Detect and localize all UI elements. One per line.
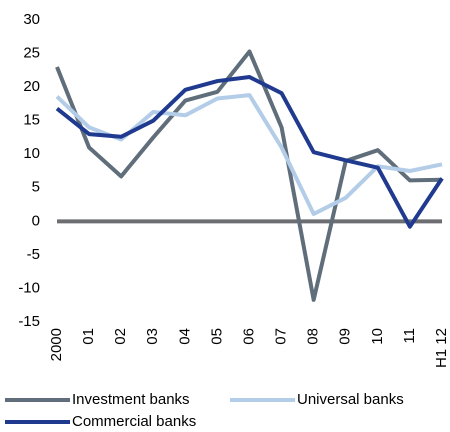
- legend-label: Commercial banks: [72, 413, 196, 430]
- y-tick-label: 5: [32, 179, 40, 196]
- x-tick-label: 09: [337, 328, 354, 345]
- x-tick-label: 01: [80, 328, 97, 345]
- legend-label: Universal banks: [297, 391, 404, 408]
- y-tick-label: -5: [27, 246, 40, 263]
- x-tick-label: 02: [112, 328, 129, 345]
- x-tick-label: 10: [369, 328, 386, 345]
- x-tick-label: 06: [240, 328, 257, 345]
- y-tick-label: -15: [18, 313, 40, 330]
- x-tick-label: 08: [305, 328, 322, 345]
- y-tick-label: 0: [32, 212, 40, 229]
- x-tick-label: 11: [401, 328, 418, 344]
- y-tick-label: 25: [23, 45, 40, 62]
- x-tick-label: 07: [273, 328, 290, 345]
- y-tick-label: -10: [18, 279, 40, 296]
- x-tick-label: 03: [144, 328, 161, 345]
- legend-label: Investment banks: [72, 391, 190, 408]
- x-tick-label: H1 12: [433, 328, 450, 368]
- x-tick-label: 05: [208, 328, 225, 345]
- line: [55, 75, 444, 229]
- y-tick-label: 15: [23, 112, 40, 129]
- x-tick-label: 04: [176, 328, 193, 345]
- x-tick-label: 2000: [48, 328, 65, 361]
- y-tick-label: 30: [23, 11, 40, 28]
- y-tick-label: 10: [23, 145, 40, 162]
- y-tick-label: 20: [23, 78, 40, 95]
- line: [55, 49, 443, 302]
